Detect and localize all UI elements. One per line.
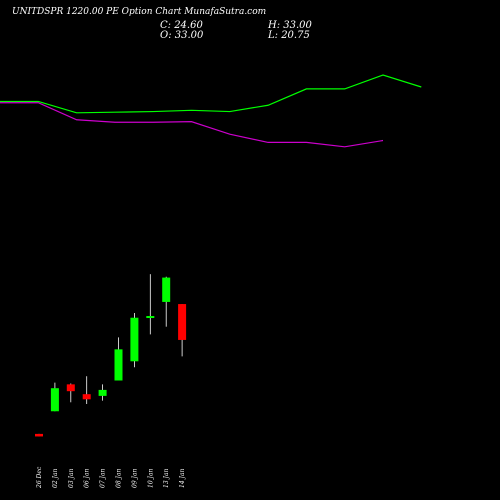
candle-body	[114, 349, 123, 381]
x-tick-label: 06 Jan	[84, 468, 91, 488]
candle-body	[66, 384, 75, 392]
x-tick-label: 10 Jan	[147, 468, 154, 488]
close-value: C: 24.60	[160, 20, 203, 31]
candle-body	[178, 304, 187, 340]
candle-body	[35, 433, 43, 437]
x-tick-label: 03 Jan	[68, 468, 75, 488]
x-tick-label: 14 Jan	[179, 468, 186, 488]
low-value: L: 20.75	[268, 30, 310, 41]
candle-body	[162, 277, 171, 302]
chart-title: UNITDSPR 1220.00 PE Option Chart MunafaS…	[12, 7, 267, 17]
x-tick-label: 26 Dec	[36, 466, 43, 489]
indicator-lines	[0, 74, 422, 148]
x-tick-label: 13 Jan	[163, 468, 170, 488]
x-tick-label: 07 Jan	[100, 468, 107, 488]
x-tick-label: 08 Jan	[116, 468, 123, 488]
candle-body	[50, 388, 59, 412]
high-value: H: 33.00	[268, 20, 312, 31]
candles	[35, 274, 187, 437]
open-value: O: 33.00	[160, 30, 204, 41]
lower-band-line	[0, 102, 384, 148]
x-tick-label: 02 Jan	[52, 468, 59, 488]
upper-band-line	[0, 74, 422, 114]
x-axis-labels: 26 Dec 02 Jan 03 Jan 06 Jan 07 Jan 08 Jan 09 J…	[36, 466, 186, 489]
candle-body	[98, 389, 107, 396]
x-tick-label: 09 Jan	[131, 468, 138, 488]
candle-body	[146, 316, 155, 319]
candle-body	[82, 394, 91, 400]
candle-body	[130, 317, 139, 362]
